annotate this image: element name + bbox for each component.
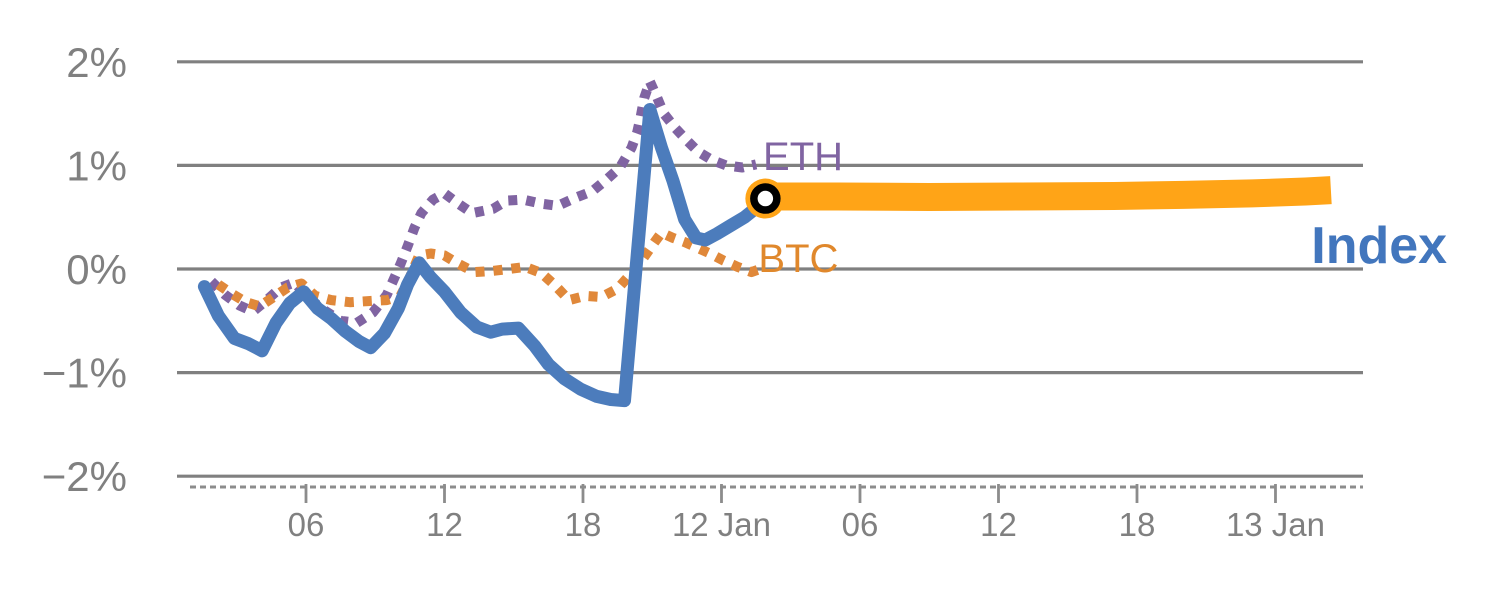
- x-tick-label: 18: [1119, 506, 1156, 543]
- x-tick-label: 18: [565, 506, 602, 543]
- eth-label: ETH: [763, 135, 843, 179]
- index-label: Index: [1311, 217, 1447, 275]
- y-tick-label: −2%: [42, 453, 127, 500]
- y-tick-label: −1%: [42, 350, 127, 397]
- forecast-start-marker: [750, 183, 781, 214]
- x-tick-label: 06: [842, 506, 879, 543]
- btc-label: BTC: [758, 237, 838, 281]
- y-tick-label: 2%: [66, 39, 127, 86]
- x-tick-label: 12 Jan: [672, 506, 771, 543]
- y-tick-label: 0%: [66, 246, 127, 293]
- y-tick-label: 1%: [66, 142, 127, 189]
- x-tick-label: 12: [980, 506, 1017, 543]
- index-forecast-band: [765, 176, 1332, 211]
- index-series-line: [197, 103, 772, 408]
- x-tick-label: 06: [288, 506, 325, 543]
- btc-series-line: [215, 227, 765, 312]
- x-tick-label: 12: [426, 506, 463, 543]
- x-tick-label: 13 Jan: [1226, 506, 1325, 543]
